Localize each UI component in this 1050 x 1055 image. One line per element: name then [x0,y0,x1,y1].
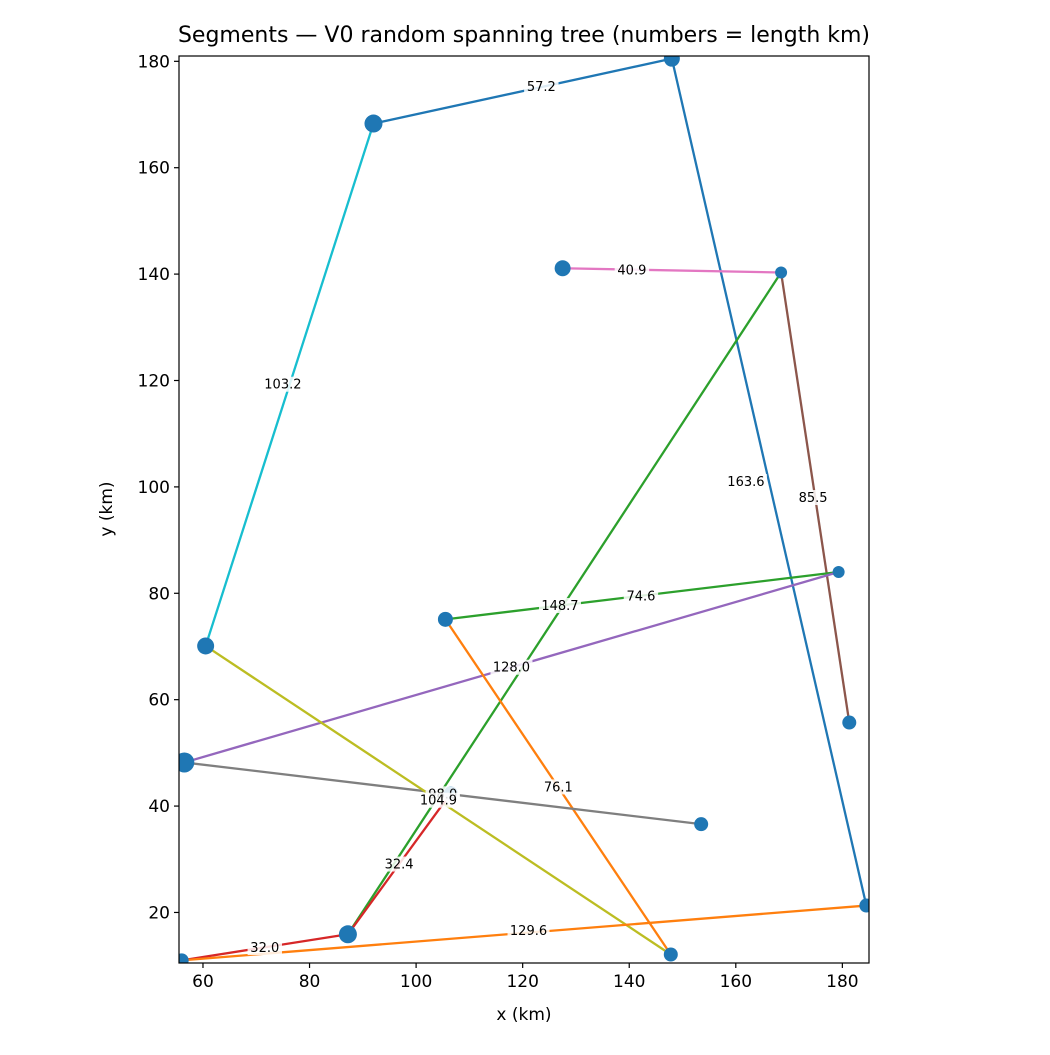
chart-title: Segments — V0 random spanning tree (numb… [178,23,870,48]
segment-length-label-14: 129.6 [507,923,550,939]
x-tick-label: 60 [192,972,214,992]
svg-text:103.2: 103.2 [264,378,301,393]
node-point-13 [338,925,357,944]
y-axis-label: y (km) [97,481,117,536]
y-tick-label: 60 [148,691,170,711]
segment-length-label-5: 85.5 [795,490,831,506]
node-point-6 [842,715,857,730]
segment-line-2 [670,58,868,906]
y-tick-label: 180 [138,52,170,72]
plot-area: 57.2 163.6 103.2 40.9 85.5 148.7 74.6 128.0 76.1… [179,56,869,963]
plot-frame [178,55,870,964]
node-point-3 [859,898,869,913]
y-tick-label: 120 [138,371,170,391]
svg-text:32.4: 32.4 [385,858,414,873]
x-tick-label: 80 [299,972,321,992]
x-tick-label: 140 [613,972,645,992]
svg-text:104.9: 104.9 [420,794,457,809]
svg-text:76.1: 76.1 [544,780,573,795]
y-tick-label: 100 [138,478,170,498]
node-point-11 [694,817,709,832]
x-tick-label: 180 [826,972,858,992]
node-point-7 [832,566,845,579]
segment-line-1 [373,57,673,125]
segment-length-label-9: 76.1 [541,779,576,795]
x-tick-label: 120 [506,972,538,992]
node-point-4 [554,260,571,277]
segment-length-label-3: 103.2 [261,376,304,393]
svg-text:148.7: 148.7 [541,599,578,614]
svg-text:74.6: 74.6 [626,589,655,604]
x-tick-label: 100 [400,972,432,992]
y-tick-label: 80 [148,584,170,604]
x-axis-label: x (km) [496,1005,551,1025]
axes: 60 80 100 120 140 160 180 20 40 60 80 100 120 140 160 1… [138,52,870,992]
svg-text:32.0: 32.0 [250,941,279,956]
y-tick-label: 160 [138,159,170,179]
y-tick-label: 40 [148,797,170,817]
x-tick-label: 160 [720,972,752,992]
segment-line-4 [562,267,782,274]
svg-text:57.2: 57.2 [527,80,556,95]
node-point-1 [364,114,383,133]
segment-length-label-12: 32.4 [381,856,417,873]
y-tick-label: 20 [148,903,170,923]
segment-length-label-1: 57.2 [524,78,559,95]
svg-text:40.9: 40.9 [617,263,646,278]
node-point-14 [663,947,678,962]
node-point-15 [179,953,189,963]
node-point-9 [197,637,215,655]
svg-text:85.5: 85.5 [799,491,828,506]
segment-length-label-4: 40.9 [614,262,650,278]
segment-length-label-13: 32.0 [247,940,282,956]
svg-text:129.6: 129.6 [510,924,547,939]
node-point-2 [663,56,680,67]
segment-length-label-2: 163.6 [724,474,767,490]
y-tick-label: 140 [138,265,170,285]
segment-length-label-11: 104.9 [417,792,460,809]
svg-text:163.6: 163.6 [727,475,764,490]
segment-length-label-8: 128.0 [490,659,533,676]
node-point-8 [437,611,453,627]
segment-length-label-6: 148.7 [538,598,581,614]
svg-text:128.0: 128.0 [493,661,530,676]
segment-length-label-7: 74.6 [623,588,659,604]
node-point-5 [775,266,788,279]
node-point-10 [179,752,195,773]
